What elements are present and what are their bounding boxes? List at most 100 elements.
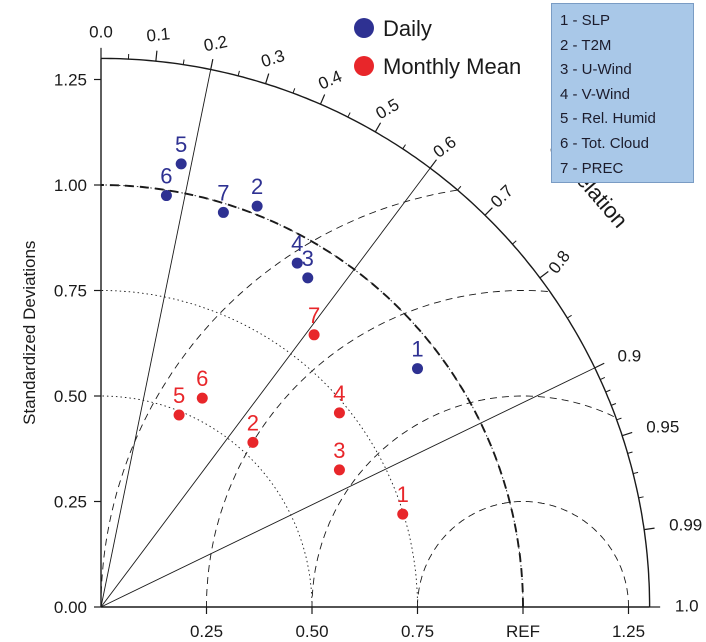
data-point bbox=[173, 409, 185, 421]
y-tick-label: 0.50 bbox=[54, 387, 87, 406]
correlation-tick bbox=[210, 59, 214, 70]
correlation-tick-label: 0.3 bbox=[259, 46, 287, 71]
data-point-label: 7 bbox=[217, 180, 229, 205]
correlation-tick-label: 0.0 bbox=[89, 23, 113, 42]
correlation-tick-label: 0.1 bbox=[146, 24, 171, 45]
correlation-ray bbox=[100, 167, 431, 608]
correlation-tick bbox=[374, 122, 382, 133]
data-point bbox=[397, 508, 409, 520]
correlation-tick bbox=[155, 50, 158, 62]
x-tick-label: 0.25 bbox=[190, 622, 223, 641]
variable-key-item: 5 - Rel. Humid bbox=[560, 110, 656, 128]
variable-key-item: 3 - U-Wind bbox=[560, 61, 632, 79]
data-point-label: 5 bbox=[173, 383, 185, 408]
correlation-tick bbox=[319, 94, 326, 105]
y-axis-title: Standardized Deviations bbox=[20, 241, 39, 425]
y-tick-label: 1.00 bbox=[54, 176, 87, 195]
outer-correlation-arc bbox=[101, 57, 651, 607]
data-point-label: 3 bbox=[333, 438, 345, 463]
data-point-label: 1 bbox=[411, 337, 423, 362]
data-point bbox=[412, 363, 423, 375]
correlation-tick bbox=[594, 362, 605, 369]
legend-marker bbox=[354, 18, 374, 38]
rms-contour bbox=[100, 189, 458, 607]
legend-label: Daily bbox=[383, 16, 432, 41]
legend-marker bbox=[354, 56, 374, 76]
variable-key-item: 7 - PREC bbox=[560, 159, 624, 177]
variable-key-item: 6 - Tot. Cloud bbox=[560, 134, 649, 152]
variable-key-item: 2 - T2M bbox=[560, 36, 612, 54]
correlation-tick bbox=[621, 431, 633, 437]
rms-contour bbox=[417, 501, 629, 607]
y-tick-label: 0.75 bbox=[54, 282, 87, 301]
data-point bbox=[302, 272, 314, 284]
correlation-minor-tick bbox=[605, 389, 611, 393]
reference-std-dev-arc bbox=[101, 184, 524, 607]
correlation-minor-tick bbox=[638, 496, 644, 499]
correlation-tick bbox=[429, 159, 437, 169]
data-point bbox=[333, 464, 345, 476]
x-tick-label: 0.50 bbox=[295, 622, 328, 641]
y-tick-label: 0.25 bbox=[54, 493, 87, 512]
correlation-minor-tick bbox=[600, 376, 606, 381]
correlation-minor-tick bbox=[512, 240, 517, 245]
data-point-label: 7 bbox=[308, 303, 320, 328]
data-point bbox=[291, 257, 303, 269]
correlation-tick-label: 0.7 bbox=[487, 181, 517, 211]
data-point bbox=[251, 200, 263, 212]
correlation-minor-tick bbox=[402, 144, 406, 150]
std-dev-dotted-arc bbox=[101, 290, 418, 607]
data-point bbox=[196, 392, 208, 404]
data-point-label: 1 bbox=[397, 482, 409, 507]
correlation-minor-tick bbox=[627, 451, 633, 454]
correlation-tick bbox=[265, 73, 270, 84]
correlation-tick bbox=[539, 271, 549, 279]
correlation-minor-tick bbox=[237, 70, 240, 76]
rms-contour bbox=[206, 290, 548, 607]
data-point bbox=[247, 436, 259, 448]
correlation-tick-label: 1.0 bbox=[675, 596, 699, 615]
correlation-tick-label: 0.2 bbox=[202, 32, 229, 55]
correlation-ray bbox=[100, 367, 595, 608]
data-point bbox=[217, 206, 229, 218]
correlation-ray bbox=[100, 69, 212, 608]
variable-key-item: 1 - SLP bbox=[560, 12, 611, 29]
variable-key-legend: 1 - SLP 2 - T2M 3 - U-Wind 4 - V-Wind 5 … bbox=[551, 3, 694, 183]
data-point-label: 6 bbox=[160, 164, 172, 189]
data-point-label: 5 bbox=[175, 132, 187, 157]
data-point-label: 3 bbox=[302, 246, 314, 271]
correlation-minor-tick bbox=[292, 88, 296, 94]
correlation-tick-label: 0.6 bbox=[430, 132, 460, 161]
rms-contour bbox=[311, 395, 614, 607]
correlation-tick-label: 0.9 bbox=[618, 346, 642, 365]
data-point-label: 6 bbox=[196, 366, 208, 391]
correlation-minor-tick bbox=[633, 471, 639, 475]
correlation-minor-tick bbox=[182, 59, 185, 65]
x-tick-label: REF bbox=[506, 622, 540, 641]
correlation-tick bbox=[644, 527, 655, 531]
data-point bbox=[308, 329, 320, 341]
std-dev-dotted-arc bbox=[101, 395, 313, 607]
x-tick-label: 0.75 bbox=[401, 622, 434, 641]
correlation-tick bbox=[484, 207, 493, 216]
data-point bbox=[333, 407, 345, 419]
correlation-tick-label: 0.95 bbox=[646, 417, 679, 436]
correlation-minor-tick bbox=[457, 185, 462, 191]
data-point bbox=[175, 158, 187, 170]
correlation-tick-label: 0.4 bbox=[316, 67, 345, 94]
legend-label: Monthly Mean bbox=[383, 54, 521, 79]
y-tick-label: 0.00 bbox=[54, 598, 87, 617]
correlation-tick-label: 0.5 bbox=[372, 95, 402, 123]
correlation-minor-tick bbox=[616, 417, 622, 421]
correlation-minor-tick bbox=[611, 403, 617, 406]
correlation-minor-tick bbox=[347, 112, 351, 118]
x-tick-label: 1.25 bbox=[612, 622, 645, 641]
correlation-tick-label: 0.99 bbox=[669, 516, 702, 535]
data-point-label: 2 bbox=[251, 174, 263, 199]
variable-key-item: 4 - V-Wind bbox=[560, 85, 631, 103]
correlation-tick-label: 0.8 bbox=[545, 247, 574, 277]
data-point bbox=[160, 190, 172, 202]
correlation-minor-tick bbox=[567, 314, 572, 319]
data-point-label: 4 bbox=[291, 231, 303, 256]
